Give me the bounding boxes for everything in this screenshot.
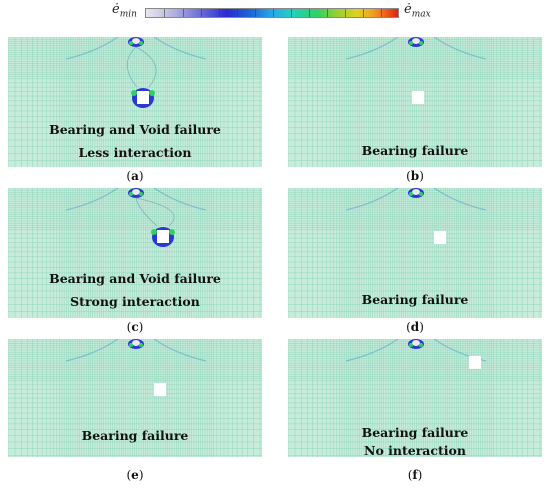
- mesh-a: [8, 37, 262, 167]
- mesh-grid: [288, 339, 542, 457]
- legend-min-label: ėmin: [112, 2, 137, 20]
- mesh-e: [8, 339, 262, 457]
- panel-f-line-2: No interaction: [364, 443, 466, 458]
- footing-strain-zone: [65, 188, 207, 211]
- legend-max-label: ėmax: [404, 2, 431, 20]
- panel-d: Bearing failure: [288, 188, 542, 318]
- panel-f: Bearing failure No interaction: [288, 339, 542, 458]
- panel-c: Bearing and Void failure Strong interact…: [8, 188, 262, 318]
- caption-f: (f): [407, 468, 423, 482]
- mesh-d: [288, 188, 542, 318]
- panel-a-line-1: Bearing and Void failure: [49, 122, 221, 137]
- void: [157, 230, 169, 243]
- panel-b-line-1: Bearing failure: [361, 143, 469, 158]
- void: [434, 231, 446, 244]
- mesh-b: [288, 37, 542, 167]
- panel-f-line-1: Bearing failure: [361, 425, 469, 440]
- panel-a: Bearing and Void failure Less interactio…: [8, 37, 262, 167]
- strain-rate-legend: ėmin ėmax: [0, 0, 550, 22]
- void: [469, 356, 481, 369]
- panel-e: Bearing failure: [8, 339, 262, 457]
- panel-c-line-2: Strong interaction: [70, 294, 200, 309]
- mesh-c: [8, 188, 262, 318]
- panel-c-line-1: Bearing and Void failure: [49, 271, 221, 286]
- footing-strain-zone: [65, 37, 207, 60]
- footing-strain-zone: [345, 37, 487, 60]
- caption-a: (a): [126, 169, 144, 183]
- caption-c: (c): [126, 320, 144, 334]
- panel-d-line-1: Bearing failure: [361, 292, 469, 307]
- panel-e-line-1: Bearing failure: [81, 428, 189, 443]
- caption-e: (e): [126, 468, 144, 482]
- legend-colorbar: [145, 8, 399, 18]
- footing-strain-zone: [345, 188, 487, 211]
- mesh-grid: [288, 188, 542, 318]
- void: [137, 91, 149, 104]
- panel-b: Bearing failure: [288, 37, 542, 167]
- caption-b: (b): [406, 169, 424, 183]
- panel-a-line-2: Less interaction: [78, 145, 192, 160]
- caption-d: (d): [406, 320, 424, 334]
- mesh-grid: [8, 37, 262, 167]
- void: [412, 91, 424, 104]
- footing-strain-zone: [65, 339, 207, 362]
- void: [154, 383, 166, 396]
- mesh-f: [288, 339, 542, 457]
- footing-strain-zone: [345, 339, 487, 362]
- mesh-grid: [8, 188, 262, 318]
